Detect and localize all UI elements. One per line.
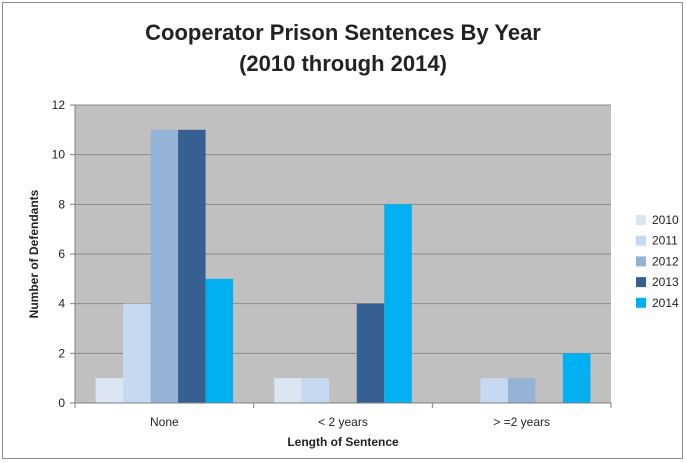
bar-2014-1 (384, 204, 412, 403)
legend-label-2014: 2014 (652, 296, 679, 310)
legend-label-2012: 2012 (652, 254, 679, 268)
legend-label-2011: 2011 (652, 234, 678, 248)
y-tick-label: 4 (58, 297, 65, 311)
x-tick-label: > =2 years (493, 415, 550, 429)
chart-title: Cooperator Prison Sentences By Year (145, 20, 541, 45)
legend-label-2010: 2010 (652, 213, 679, 227)
x-tick-label: < 2 years (318, 415, 368, 429)
y-tick-label: 0 (58, 396, 65, 410)
bar-2014-2 (562, 353, 591, 403)
bar-2013-0 (178, 129, 206, 404)
legend: 2010 2011 2012 2013 2014 (636, 213, 679, 310)
y-tick-label: 12 (52, 98, 66, 112)
legend-swatch-2014 (636, 297, 646, 308)
bar-2011-0 (123, 303, 151, 403)
legend-swatch-2010 (636, 215, 646, 225)
legend-label-2013: 2013 (652, 275, 679, 289)
x-tick-label: None (150, 415, 179, 429)
bar-2014-0 (205, 278, 234, 403)
chart-subtitle: (2010 through 2014) (239, 51, 447, 76)
y-tick-label: 8 (58, 197, 65, 211)
bar-2011-1 (301, 378, 330, 403)
bar-2010-1 (274, 378, 302, 403)
y-tick-label: 2 (58, 346, 65, 360)
y-tick-label: 10 (52, 148, 66, 162)
bar-2013-1 (356, 303, 385, 403)
legend-swatch-2013 (636, 277, 646, 288)
bar-2012-2 (507, 378, 536, 403)
x-axis-label: Length of Sentence (287, 435, 399, 449)
bar-2012-0 (150, 129, 179, 404)
y-tick-label: 6 (58, 247, 65, 261)
y-axis-label: Number of Defendants (27, 189, 41, 318)
legend-swatch-2012 (636, 256, 646, 267)
bar-2011-2 (480, 378, 508, 403)
legend-swatch-2011 (636, 235, 646, 246)
bar-2010-0 (95, 378, 124, 403)
